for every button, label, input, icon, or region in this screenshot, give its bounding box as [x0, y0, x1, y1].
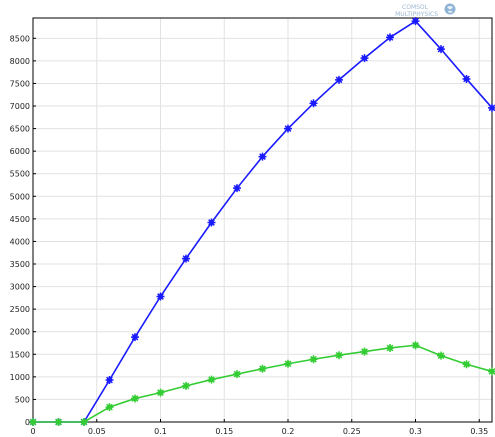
y-tick-label: 6500	[10, 125, 30, 134]
y-tick-label: 3500	[10, 260, 30, 269]
series-2-point	[156, 388, 165, 397]
series-1-point	[385, 33, 395, 42]
axes	[32, 17, 493, 423]
y-tick-label: 1500	[10, 350, 30, 359]
x-tick-label: 0	[30, 427, 35, 436]
series-2-point	[284, 359, 292, 368]
series-2-point	[130, 394, 140, 403]
x-tick-label: 0.15	[215, 427, 233, 436]
series-1-point	[130, 333, 140, 342]
watermark-line2: MULTIPHYSICS	[395, 11, 438, 18]
series-1-point	[360, 54, 369, 63]
series-2-line	[33, 344, 493, 423]
series-1-point	[309, 99, 318, 108]
y-tick-label: 4500	[10, 215, 30, 224]
series-1-point	[487, 103, 495, 112]
y-tick-label: 3000	[10, 283, 30, 292]
series-1-line	[33, 20, 493, 423]
series-2-point	[360, 347, 369, 356]
x-tick-label: 0.3	[409, 427, 422, 436]
y-tick-label: 2500	[10, 305, 30, 314]
y-tick-label: 1000	[10, 373, 30, 382]
y-tick-label: 7000	[10, 102, 30, 111]
globe-icon	[444, 3, 456, 15]
series-1-point	[436, 45, 446, 54]
series-1-point	[334, 75, 344, 84]
x-tick-label: 0.05	[88, 427, 106, 436]
y-tick-label: 6000	[10, 147, 30, 156]
series-1-point	[283, 124, 293, 133]
series-2-point	[462, 360, 471, 369]
x-tick-label: 0.2	[282, 427, 295, 436]
y-tick-label: 7500	[10, 79, 30, 88]
series-2-point	[207, 375, 216, 384]
comsol-watermark: COMSOL MULTIPHYSICS	[395, 3, 456, 18]
series-2-point	[105, 403, 114, 412]
y-tick-label: 2000	[10, 328, 30, 337]
series-1-point	[232, 184, 242, 193]
series-1-point	[411, 17, 420, 26]
plot-frame	[32, 17, 493, 423]
series-2-point	[181, 381, 191, 390]
series-1-point	[181, 254, 191, 263]
series-2-point	[232, 370, 242, 379]
series-2-point	[29, 418, 37, 426]
series-2-point	[487, 367, 495, 376]
y-tick-label: 0	[25, 418, 30, 427]
gridlines	[32, 18, 492, 423]
series-1-point	[207, 218, 216, 227]
y-tick-label: 500	[15, 395, 30, 404]
series-1-point	[156, 292, 165, 301]
series-2-point	[258, 364, 267, 373]
x-tick-label: 0.25	[343, 427, 361, 436]
y-tick-label: 8500	[10, 34, 30, 43]
series-2-point	[54, 418, 63, 426]
series-2-point	[436, 351, 446, 360]
x-tick-label: 0.35	[470, 427, 488, 436]
series-2-point	[80, 418, 88, 426]
tick-labels: 0 0.05 0.1 0.15 0.2 0.25 0.3 0.35 0 500 1000 1500 20…	[10, 34, 489, 436]
series-1-point	[105, 376, 114, 385]
series-1-point	[462, 74, 471, 83]
series-1-point	[258, 152, 267, 161]
series-2-point	[309, 355, 318, 364]
series-2-point	[385, 343, 395, 352]
y-tick-label: 8000	[10, 57, 30, 66]
series-2-point	[334, 351, 344, 360]
series-2-point	[411, 341, 420, 350]
y-tick-label: 5500	[10, 170, 30, 179]
x-tick-label: 0.1	[154, 427, 167, 436]
watermark-line1: COMSOL	[402, 4, 429, 11]
series-layer	[29, 17, 495, 426]
y-tick-label: 4000	[10, 237, 30, 246]
y-tick-label: 5000	[10, 192, 30, 201]
